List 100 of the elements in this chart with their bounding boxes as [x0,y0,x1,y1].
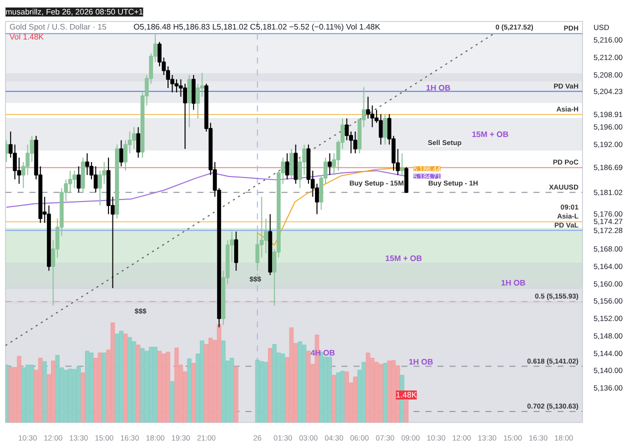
candlestick [353,131,358,154]
bar [255,359,260,422]
band-label: 1H OB [501,278,526,288]
candlestick [285,152,290,180]
bar [272,344,277,422]
candlestick [170,74,174,93]
bar [166,352,170,422]
chart-title: Gold Spot / U.S. Dollar · 15 [10,22,107,32]
bar [319,352,324,422]
bar [344,371,349,422]
bar [157,350,162,422]
bar [8,367,13,422]
bar [298,341,302,422]
candlestick [85,152,90,176]
band-label: 15M + OB [385,254,422,264]
bar [38,358,43,422]
bar [234,366,238,422]
bar [110,322,115,422]
bar [50,360,56,422]
bar [216,324,222,422]
bar [30,364,34,422]
bar [382,362,388,422]
bar [221,340,226,422]
bar [362,362,366,422]
annotation: Vol 1.48K [10,32,44,42]
candlestick [370,104,374,128]
candlestick [72,170,76,189]
bar [187,358,192,422]
bar [353,376,358,422]
bar [64,370,68,422]
bar [132,341,136,422]
candlestick [404,166,408,193]
candlestick [328,152,332,176]
bar [89,352,94,422]
data-label: 1.48K [396,390,418,400]
candlestick [158,41,162,67]
bar [80,372,86,422]
candlestick [132,126,136,150]
bar [366,352,370,422]
candlestick [234,231,238,272]
candlestick [174,78,179,93]
bar [148,346,154,422]
bar [378,364,384,422]
bar [98,352,102,422]
bar [21,367,26,422]
candlestick [187,74,192,128]
candlestick [192,74,196,110]
line-series [6,170,407,208]
bar [174,347,179,422]
bar [76,366,81,422]
candlestick [383,114,388,146]
candlestick [366,96,370,119]
bar [230,358,234,422]
bar [332,374,336,422]
band-label: 4H OB [310,348,336,358]
bar [259,361,264,422]
candlestick [183,83,188,150]
candlestick [124,140,128,172]
bar [136,344,140,422]
bar [128,337,132,422]
bar [102,352,106,422]
bar [208,338,213,422]
bar [391,360,396,422]
bar [123,334,128,422]
bar [328,356,332,422]
band-label: 1H OB [408,357,434,366]
bar [16,356,22,422]
bar [374,362,379,422]
bar [268,348,272,422]
bar [42,361,47,422]
bar [68,368,72,422]
bar [306,350,311,422]
candlestick [314,183,319,215]
bar [25,364,30,422]
bar [170,381,175,422]
chart-subtitle: O5,186.48 H5,186.83 L5,181.02 C5,181.02 −5.52 (−0.11%) Vol 1.48K [134,22,381,32]
candlestick [400,152,404,176]
bar [144,350,149,422]
bar [302,344,306,422]
bar [6,364,9,422]
candlestick [12,144,17,180]
candlestick [76,166,81,193]
bar [55,354,60,422]
candlestick [136,126,140,158]
bar [140,348,145,422]
candlestick [264,218,268,254]
bar [340,370,345,422]
bar [387,360,392,422]
bar [280,354,286,422]
bar [336,372,340,422]
bar [191,362,196,422]
band-label: 1H OB [426,84,451,93]
text: musabrillz, Feb 26, 2026 08:50 UTC+1 [6,8,144,16]
band-label: 15M + OB [472,130,509,139]
bar [153,346,158,422]
bar [162,354,166,422]
candlestick [6,140,8,162]
candlestick [289,148,294,180]
candlestick [378,114,383,146]
bar [119,330,124,422]
